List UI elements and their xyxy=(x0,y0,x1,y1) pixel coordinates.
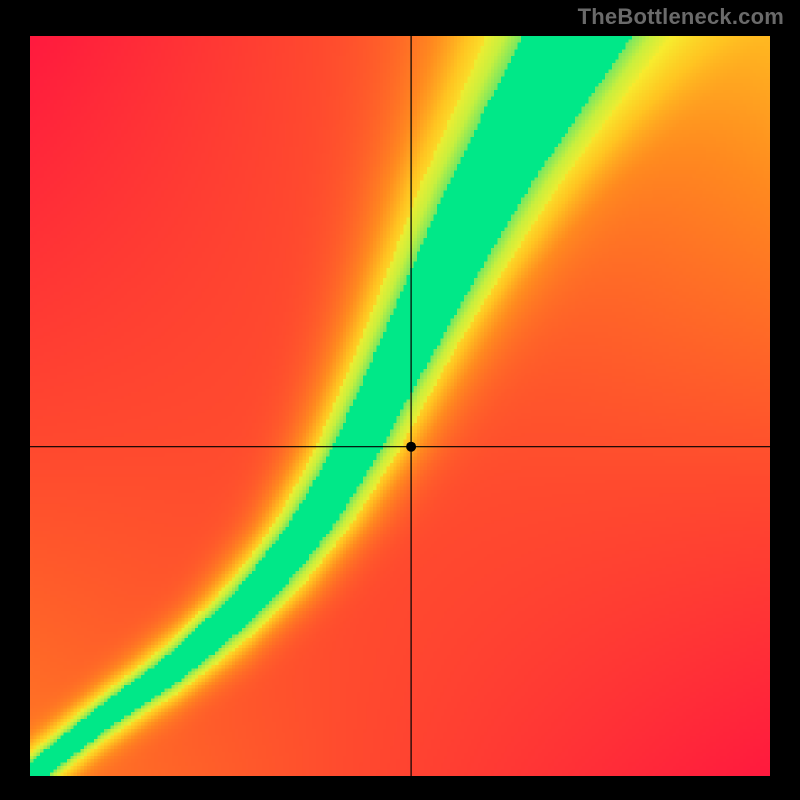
crosshair-dot xyxy=(406,442,416,452)
watermark-text: TheBottleneck.com xyxy=(578,4,784,30)
overlay-svg xyxy=(0,0,800,800)
